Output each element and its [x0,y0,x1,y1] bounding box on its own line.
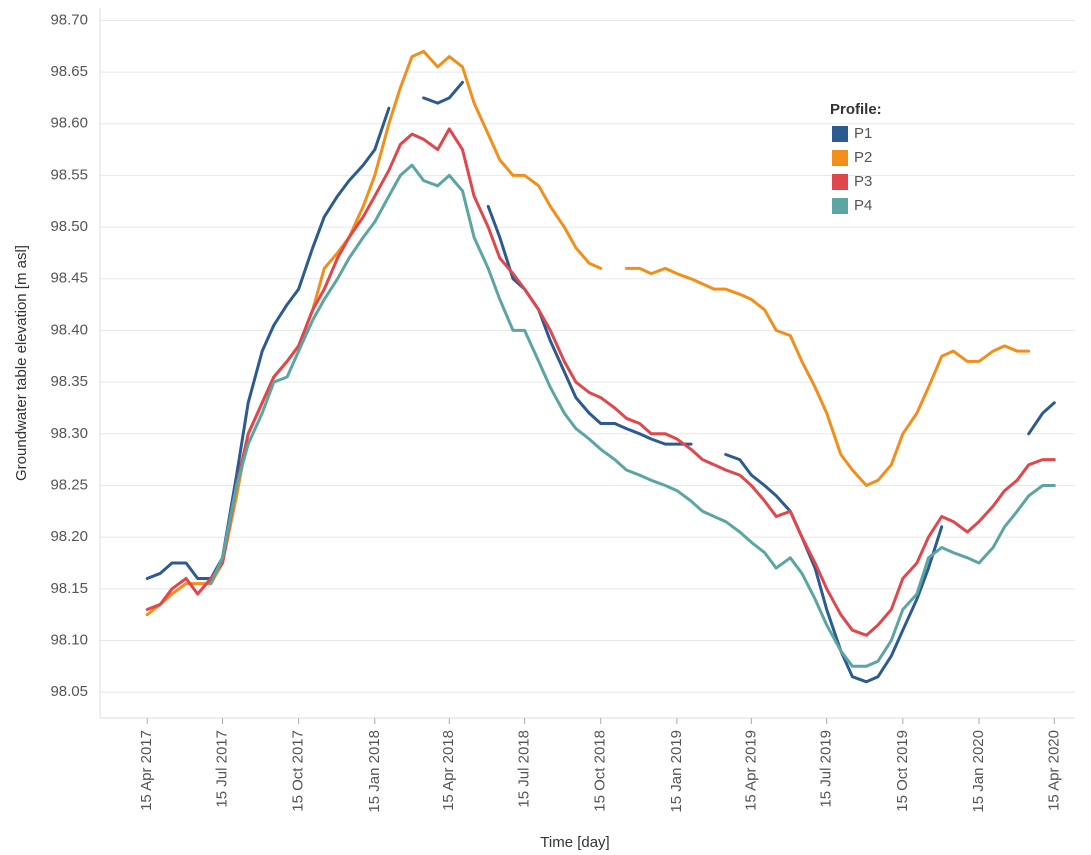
y-tick-label: 98.55 [50,166,88,183]
y-tick-label: 98.40 [50,321,88,338]
series-line [145,80,1056,684]
series-line [209,163,1056,668]
x-axis-title: Time [day] [540,834,609,851]
y-tick-label: 98.10 [50,631,88,648]
x-tick-label: 15 Jan 2018 [366,730,383,813]
legend-title: Profile: [830,101,882,118]
y-tick-label: 98.30 [50,425,88,442]
y-tick-label: 98.50 [50,218,88,235]
x-tick-label: 15 Apr 2019 [742,730,759,811]
legend-label: P3 [854,173,872,190]
y-tick-label: 98.20 [50,528,88,545]
y-tick-label: 98.25 [50,476,88,493]
legend-swatch [832,150,848,166]
series-line [145,127,1056,637]
legend-label: P2 [854,149,872,166]
legend-label: P4 [854,197,872,214]
y-axis-title: Groundwater table elevation [m asl] [13,245,30,481]
series-line [145,49,1031,617]
x-tick-label: 15 Apr 2017 [138,730,155,811]
x-tick-label: 15 Jan 2019 [668,730,685,813]
y-tick-label: 98.70 [50,11,88,28]
y-tick-label: 98.45 [50,270,88,287]
legend-label: P1 [854,125,872,142]
x-tick-label: 15 Oct 2019 [894,730,911,812]
y-tick-label: 98.15 [50,580,88,597]
x-tick-label: 15 Jan 2020 [970,730,987,813]
y-tick-label: 98.35 [50,373,88,390]
y-tick-label: 98.65 [50,63,88,80]
x-tick-label: 15 Oct 2017 [290,730,307,812]
x-tick-label: 15 Apr 2018 [440,730,457,811]
x-tick-label: 15 Jul 2017 [213,730,230,808]
legend-swatch [832,126,848,142]
y-tick-label: 98.05 [50,683,88,700]
y-tick-label: 98.60 [50,115,88,132]
legend-swatch [832,198,848,214]
x-tick-label: 15 Jul 2018 [516,730,533,808]
x-tick-label: 15 Jul 2019 [818,730,835,808]
x-tick-label: 15 Oct 2018 [592,730,609,812]
legend-swatch [832,174,848,190]
x-tick-label: 15 Apr 2020 [1045,730,1062,811]
